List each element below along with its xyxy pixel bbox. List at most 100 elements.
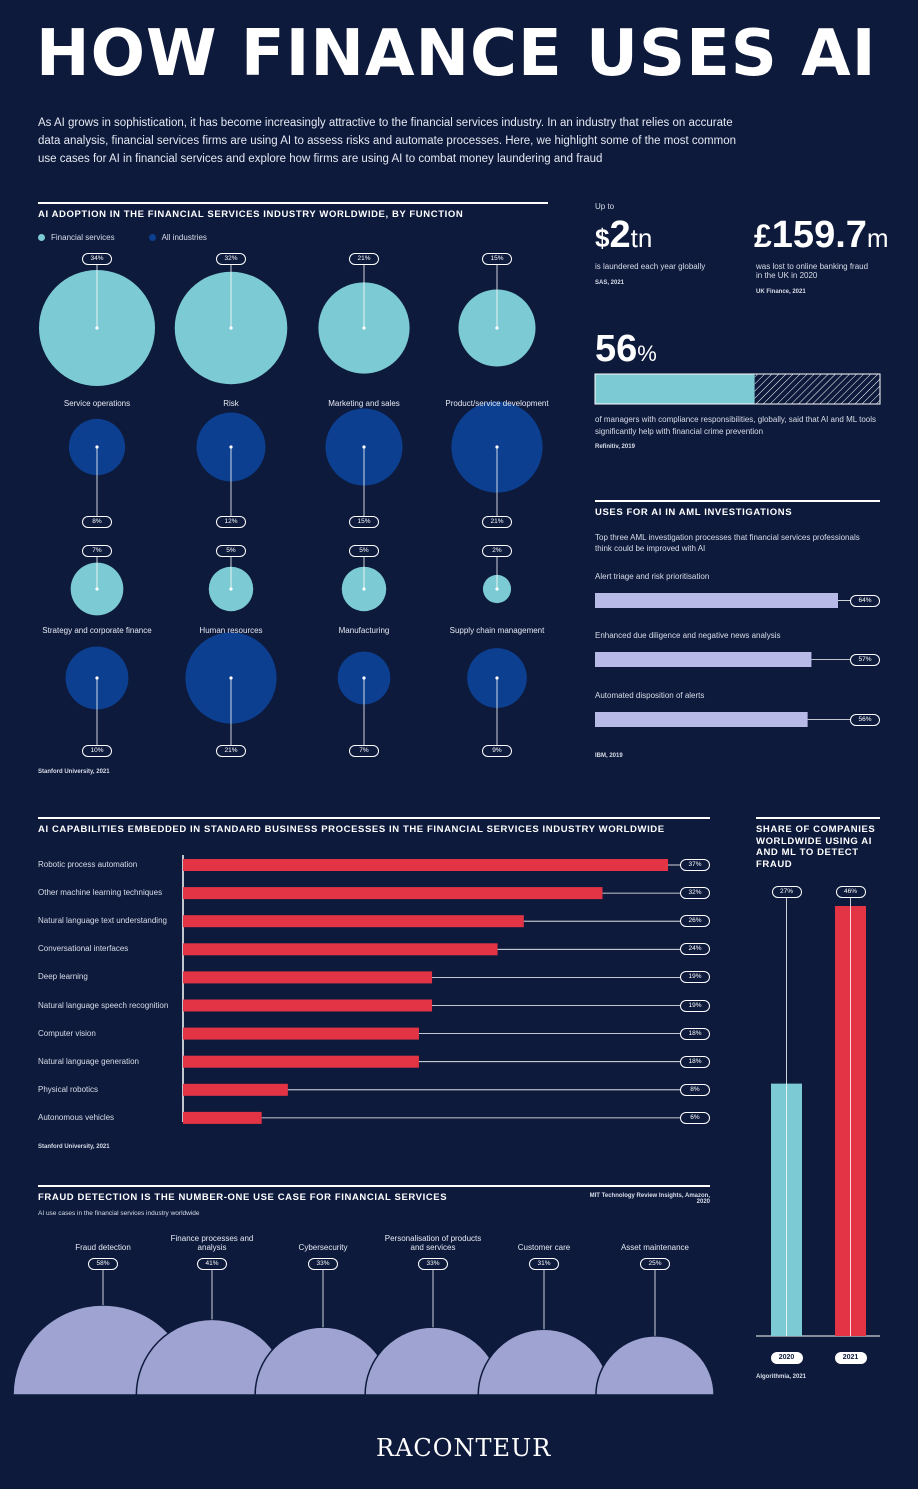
capability-bar-1 [183, 887, 603, 900]
capability-label: Natural language generation [38, 1056, 139, 1066]
capability-bar-9 [183, 1111, 262, 1124]
fraud-uk-currency: £ [754, 218, 772, 254]
laundered-prefix: Up to [595, 202, 615, 211]
capability-bar-6 [183, 1027, 419, 1040]
share-year-label: 2021 [834, 1352, 867, 1364]
fraud-uk-stat: £ 159.7 m [754, 214, 889, 257]
capability-label: Natural language text understanding [38, 916, 167, 926]
capability-label: Natural language speech recognition [38, 1000, 169, 1010]
fs-dot-6 [362, 587, 366, 591]
capability-label: Autonomous vehicles [38, 1112, 115, 1122]
page-title: HOW FINANCE USES AI [36, 17, 877, 91]
capability-bar-5 [183, 999, 433, 1012]
share-source: Algorithmia, 2021 [756, 1374, 807, 1380]
laundered-text: is laundered each year globally [595, 262, 706, 271]
share-year-label: 2020 [770, 1352, 803, 1364]
all-dot-6 [362, 676, 366, 680]
aml-bar-1 [595, 652, 812, 667]
usecases-title: FRAUD DETECTION IS THE NUMBER-ONE USE CA… [38, 1185, 710, 1203]
aml-value-label: 64% [850, 595, 880, 607]
capability-bar-4 [183, 971, 433, 984]
usecases-subtitle: AI use cases in the financial services i… [38, 1210, 200, 1217]
capability-label: Computer vision [38, 1028, 96, 1038]
capability-bar-7 [183, 1055, 419, 1068]
usecase-label: Finance processes and analysis [170, 1234, 254, 1252]
fs-dot-2 [362, 326, 366, 330]
usecase-label: Asset maintenance [620, 1243, 690, 1252]
capability-value-label: 24% [680, 943, 710, 956]
usecase-value-label: 33% [308, 1258, 338, 1270]
all-dot-1 [229, 445, 233, 449]
capability-value-label: 32% [680, 887, 710, 900]
fs-dot-5 [229, 587, 233, 591]
laundered-value: 2 [609, 214, 631, 256]
adoption-title: AI ADOPTION IN THE FINANCIAL SERVICES IN… [38, 202, 548, 220]
fs-dot-4 [95, 587, 99, 591]
all-dot-7 [495, 676, 499, 680]
capability-value-label: 18% [680, 1027, 710, 1040]
usecase-value-label: 25% [640, 1258, 670, 1270]
capability-bar-2 [183, 915, 524, 928]
fraud-uk-source: UK Finance, 2021 [756, 289, 806, 295]
aml-title: USES FOR AI IN AML INVESTIGATIONS [595, 500, 880, 518]
aml-value-label: 57% [850, 654, 880, 666]
capabilities-source: Stanford University, 2021 [38, 1144, 110, 1150]
legend-label-financial: Financial services [51, 233, 115, 242]
share-value-label: 46% [835, 886, 866, 898]
capability-value-label: 19% [680, 999, 710, 1012]
function-label: Human resources [199, 626, 263, 635]
managers-stat: 56 % [595, 328, 657, 371]
function-label: Supply chain management [449, 626, 545, 635]
fs-value-label: 15% [482, 253, 512, 265]
capability-label: Deep learning [38, 972, 88, 982]
share-value-label: 27% [771, 886, 802, 898]
all-dot-4 [95, 676, 99, 680]
legend: Financial services All industries [38, 233, 207, 242]
all-value-label: 10% [82, 745, 112, 757]
capability-bar-0 [183, 859, 668, 871]
fraud-uk-value: 159.7 [771, 214, 867, 256]
fs-value-label: 32% [216, 253, 246, 265]
usecase-semicircle-4 [477, 1328, 611, 1396]
laundered-stat: $ 2 tn [595, 214, 652, 257]
managers-source: Refinitiv, 2019 [595, 444, 635, 450]
all-value-label: 8% [82, 516, 112, 528]
aml-bar-0 [595, 593, 838, 608]
all-dot-2 [362, 445, 366, 449]
capability-value-label: 6% [680, 1111, 710, 1124]
capability-label: Robotic process automation [38, 860, 138, 869]
function-label: Product/service development [445, 399, 549, 408]
aml-category-label: Enhanced due diligence and negative news… [595, 631, 781, 640]
capability-label: Conversational interfaces [38, 944, 129, 954]
usecase-value-label: 41% [197, 1258, 227, 1270]
legend-swatch-financial [38, 234, 45, 241]
managers-remainder [754, 374, 880, 404]
capability-label: Other machine learning techniques [38, 888, 163, 898]
fs-value-label: 5% [216, 545, 246, 557]
managers-text: of managers with compliance responsibili… [595, 415, 877, 436]
capability-value-label: 37% [680, 859, 710, 871]
legend-label-all: All industries [161, 233, 207, 242]
usecase-label: Fraud detection [75, 1243, 131, 1252]
all-value-label: 15% [349, 516, 379, 528]
all-value-label: 7% [349, 745, 379, 757]
all-value-label: 9% [482, 745, 512, 757]
capability-value-label: 18% [680, 1055, 710, 1068]
laundered-source: SAS, 2021 [595, 280, 625, 286]
fraud-uk-unit: m [866, 223, 889, 253]
function-label: Manufacturing [338, 626, 390, 635]
all-dot-3 [495, 445, 499, 449]
fraud-uk-text: was lost to online banking fraud in the … [756, 262, 869, 280]
legend-swatch-all [148, 234, 156, 241]
laundered-unit: tn [630, 223, 653, 253]
usecase-value-label: 58% [88, 1258, 118, 1270]
aml-value-label: 56% [850, 714, 880, 726]
function-label: Risk [223, 399, 239, 408]
usecases-source: MIT Technology Review Insights, Amazon, … [589, 1193, 710, 1205]
capability-value-label: 8% [680, 1083, 710, 1096]
